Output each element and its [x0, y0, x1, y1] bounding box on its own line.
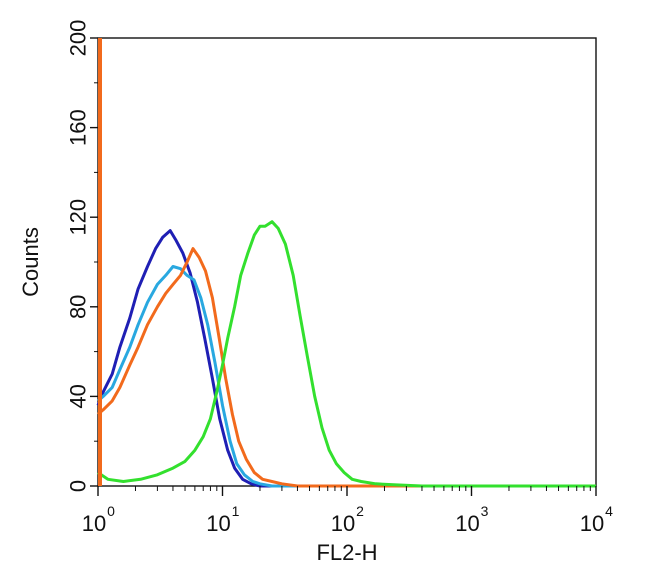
y-tick-label: 40: [66, 384, 91, 408]
plot-frame: [97, 37, 597, 487]
y-tick-label: 80: [66, 295, 91, 319]
y-axis-ticks: 0 40 80 120 160 200: [66, 20, 98, 492]
histogram-series-4: [97, 220, 596, 488]
y-tick-label: 0: [66, 480, 91, 492]
x-tick-label: 10 1: [206, 503, 239, 536]
histogram-series-2: [97, 265, 596, 488]
x-tick-label: 10 0: [82, 503, 115, 536]
x-axis-ticks: 10 0 10 1 10 2 10 3 10 4: [82, 486, 613, 536]
plot-area-border: [97, 37, 597, 487]
x-tick-label: 10 2: [331, 503, 364, 536]
x-tick-base: 10: [455, 511, 479, 536]
y-tick-label: 160: [66, 109, 91, 146]
histogram-series-3: [97, 247, 596, 488]
x-tick-exponent: 3: [481, 503, 489, 519]
x-tick-base: 10: [206, 511, 230, 536]
x-tick-exponent: 0: [107, 503, 115, 519]
x-tick-label: 10 3: [455, 503, 488, 536]
y-tick-label: 120: [66, 199, 91, 236]
series-layer: [96, 38, 596, 488]
x-tick-exponent: 2: [356, 503, 364, 519]
y-tick-label: 200: [66, 20, 91, 57]
x-tick-exponent: 1: [232, 503, 240, 519]
y-axis-title: Counts: [18, 227, 43, 297]
x-tick-exponent: 4: [605, 503, 613, 519]
x-tick-label: 10 4: [580, 503, 613, 536]
x-axis-title: FL2-H: [316, 540, 377, 565]
x-tick-base: 10: [82, 511, 106, 536]
x-tick-base: 10: [331, 511, 355, 536]
x-tick-base: 10: [580, 511, 604, 536]
